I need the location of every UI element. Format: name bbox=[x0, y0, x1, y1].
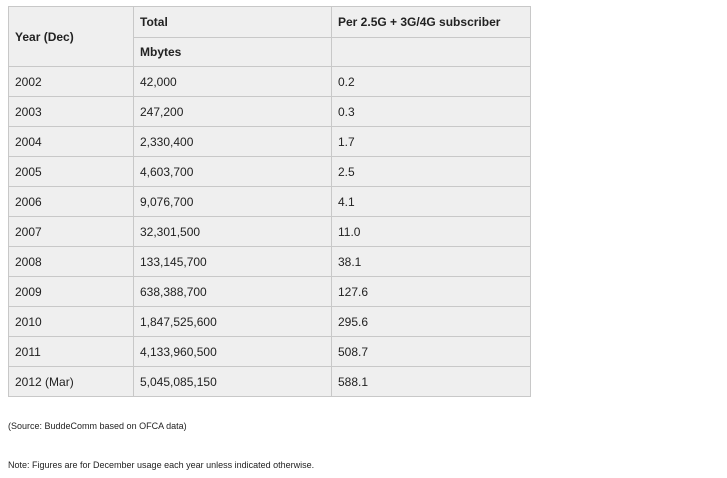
cell-year: 2010 bbox=[8, 306, 134, 337]
table-row: 2009 638,388,700 127.6 bbox=[8, 276, 531, 307]
header-per-subscriber: Per 2.5G + 3G/4G subscriber bbox=[331, 6, 531, 38]
cell-year: 2007 bbox=[8, 216, 134, 247]
cell-per-subscriber: 508.7 bbox=[331, 336, 531, 367]
table-row: 2008 133,145,700 38.1 bbox=[8, 246, 531, 277]
cell-per-subscriber: 2.5 bbox=[331, 156, 531, 187]
header-row: Year (Dec) Total Per 2.5G + 3G/4G subscr… bbox=[8, 6, 531, 67]
table-row: 2012 (Mar) 5,045,085,150 588.1 bbox=[8, 366, 531, 397]
data-table: Year (Dec) Total Per 2.5G + 3G/4G subscr… bbox=[8, 6, 531, 397]
cell-year: 2002 bbox=[8, 66, 134, 97]
cell-per-subscriber: 588.1 bbox=[331, 366, 531, 397]
cell-total: 9,076,700 bbox=[133, 186, 332, 217]
table-row: 2007 32,301,500 11.0 bbox=[8, 216, 531, 247]
cell-total: 42,000 bbox=[133, 66, 332, 97]
source-note: (Source: BuddeComm based on OFCA data) bbox=[8, 421, 187, 431]
cell-year: 2012 (Mar) bbox=[8, 366, 134, 397]
cell-per-subscriber: 1.7 bbox=[331, 126, 531, 157]
table-row: 2003 247,200 0.3 bbox=[8, 96, 531, 127]
cell-total: 32,301,500 bbox=[133, 216, 332, 247]
cell-per-subscriber: 0.3 bbox=[331, 96, 531, 127]
table-row: 2011 4,133,960,500 508.7 bbox=[8, 336, 531, 367]
cell-total: 5,045,085,150 bbox=[133, 366, 332, 397]
cell-total: 4,603,700 bbox=[133, 156, 332, 187]
cell-per-subscriber: 127.6 bbox=[331, 276, 531, 307]
header-row-units: Mbytes bbox=[8, 37, 531, 67]
table-row: 2006 9,076,700 4.1 bbox=[8, 186, 531, 217]
table-row: 2002 42,000 0.2 bbox=[8, 66, 531, 97]
cell-year: 2009 bbox=[8, 276, 134, 307]
cell-year: 2008 bbox=[8, 246, 134, 277]
cell-total: 133,145,700 bbox=[133, 246, 332, 277]
cell-year: 2006 bbox=[8, 186, 134, 217]
footnote: Note: Figures are for December usage eac… bbox=[8, 460, 315, 470]
table-row: 2005 4,603,700 2.5 bbox=[8, 156, 531, 187]
cell-total: 638,388,700 bbox=[133, 276, 332, 307]
cell-year: 2011 bbox=[8, 336, 134, 367]
cell-total: 247,200 bbox=[133, 96, 332, 127]
cell-total: 1,847,525,600 bbox=[133, 306, 332, 337]
header-year: Year (Dec) bbox=[8, 6, 134, 67]
cell-per-subscriber: 4.1 bbox=[331, 186, 531, 217]
cell-year: 2005 bbox=[8, 156, 134, 187]
cell-year: 2004 bbox=[8, 126, 134, 157]
header-total-unit: Mbytes bbox=[133, 37, 332, 67]
header-empty-cell bbox=[331, 37, 531, 67]
cell-per-subscriber: 11.0 bbox=[331, 216, 531, 247]
cell-per-subscriber: 38.1 bbox=[331, 246, 531, 277]
cell-total: 2,330,400 bbox=[133, 126, 332, 157]
table-row: 2010 1,847,525,600 295.6 bbox=[8, 306, 531, 337]
cell-per-subscriber: 295.6 bbox=[331, 306, 531, 337]
cell-year: 2003 bbox=[8, 96, 134, 127]
cell-per-subscriber: 0.2 bbox=[331, 66, 531, 97]
header-total: Total bbox=[133, 6, 332, 38]
table-row: 2004 2,330,400 1.7 bbox=[8, 126, 531, 157]
cell-total: 4,133,960,500 bbox=[133, 336, 332, 367]
